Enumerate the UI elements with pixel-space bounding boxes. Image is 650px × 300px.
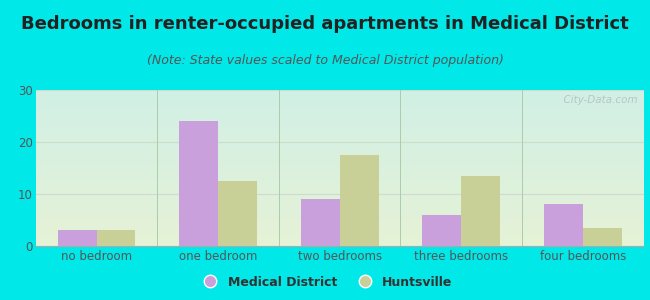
Bar (301, 199, 339, 246)
Legend: Medical District, Huntsville: Medical District, Huntsville (192, 271, 458, 294)
Bar (583, 228, 621, 246)
Bar (340, 155, 378, 246)
Bar (58, 230, 97, 246)
Bar (97, 230, 135, 246)
Bar (462, 176, 500, 246)
Text: (Note: State values scaled to Medical District population): (Note: State values scaled to Medical Di… (146, 54, 504, 67)
Bar (422, 215, 461, 246)
Bar (218, 181, 257, 246)
Text: City-Data.com: City-Data.com (557, 95, 638, 105)
Bar (544, 204, 583, 246)
Text: Bedrooms in renter-occupied apartments in Medical District: Bedrooms in renter-occupied apartments i… (21, 15, 629, 33)
Bar (179, 121, 218, 246)
